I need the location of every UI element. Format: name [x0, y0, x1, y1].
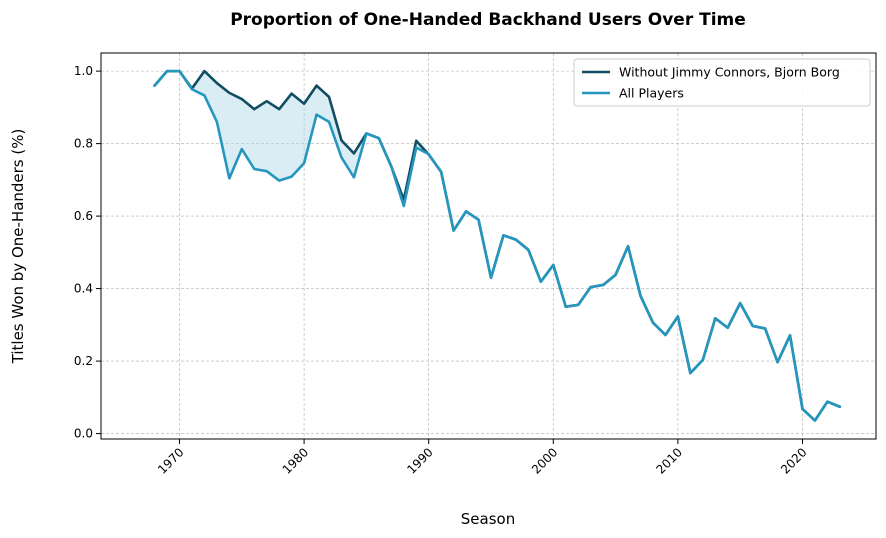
- x-tick-label: 2020: [778, 445, 809, 476]
- x-tick-label: 1990: [404, 445, 435, 476]
- y-tick-label: 0.0: [74, 427, 93, 441]
- x-axis-label: Season: [461, 510, 515, 528]
- y-tick-label: 1.0: [74, 64, 93, 78]
- series-line-1: [153, 69, 842, 422]
- y-tick-label: 0.4: [74, 282, 93, 296]
- y-tick-label: 0.6: [74, 209, 93, 223]
- x-tick-label: 1970: [155, 445, 186, 476]
- y-tick-label: 0.8: [74, 137, 93, 151]
- y-tick-label: 0.2: [74, 354, 93, 368]
- y-axis-label: Titles Won by One-Handers (%): [9, 129, 27, 365]
- plot-frame: [100, 52, 877, 440]
- axis-ticks: 1970 1980 1990 2000 2010 2020 0.0 0.2 0.4 0.6 0.8 1…: [74, 64, 810, 477]
- gridlines: [101, 53, 876, 439]
- x-tick-label: 1980: [280, 445, 311, 476]
- series-layer: [153, 69, 842, 422]
- legend-box: [573, 58, 871, 107]
- legend: Without Jimmy Connors, Bjorn Borg All Pla…: [573, 58, 871, 107]
- fill-between-layer: [154, 71, 840, 421]
- chart-title: Proportion of One-Handed Backhand Users …: [230, 10, 746, 30]
- fill-between-area: [154, 71, 840, 421]
- legend-label: All Players: [619, 86, 684, 101]
- x-tick-label: 2010: [654, 445, 685, 476]
- x-tick-label: 2000: [529, 445, 560, 476]
- legend-label: Without Jimmy Connors, Bjorn Borg: [619, 65, 840, 80]
